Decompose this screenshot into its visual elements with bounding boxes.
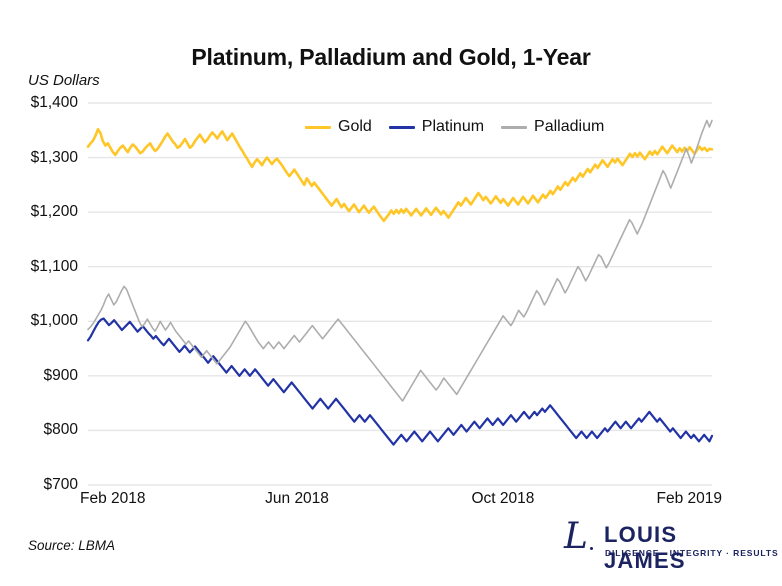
logo-dot-icon bbox=[590, 547, 593, 550]
y-axis-tick-label: $900 bbox=[43, 366, 78, 384]
legend-item-palladium[interactable]: Palladium bbox=[501, 118, 604, 136]
legend-item-platinum[interactable]: Platinum bbox=[388, 118, 485, 136]
y-axis-tick-label: $1,400 bbox=[30, 94, 78, 111]
y-axis-tick-label: $1,000 bbox=[30, 312, 78, 330]
x-axis-tick-label: Feb 2018 bbox=[80, 490, 146, 507]
series-line-gold bbox=[86, 127, 714, 223]
legend-swatch-icon bbox=[305, 125, 331, 129]
legend-label: Palladium bbox=[534, 118, 605, 135]
legend-label: Gold bbox=[338, 118, 372, 135]
chart-canvas bbox=[86, 102, 714, 486]
plot-area bbox=[86, 102, 714, 486]
y-axis-tick-label: $1,100 bbox=[30, 257, 78, 275]
logo-tagline: DILIGENCE · INTEGRITY · RESULTS bbox=[605, 548, 779, 558]
y-axis-unit-label: US Dollars bbox=[28, 72, 100, 89]
legend-swatch-icon bbox=[388, 125, 415, 129]
brand-logo: L LOUIS JAMES DILIGENCE · INTEGRITY · RE… bbox=[560, 516, 778, 574]
x-axis-tick-label: Jun 2018 bbox=[265, 490, 329, 507]
legend-item-gold[interactable]: Gold bbox=[305, 118, 372, 136]
y-axis-tick-label: $700 bbox=[43, 476, 78, 493]
x-axis-tick-label: Oct 2018 bbox=[471, 490, 535, 507]
chart-legend: Gold Platinum Palladium bbox=[305, 118, 604, 136]
y-axis-tick-label: $1,300 bbox=[30, 148, 78, 166]
legend-swatch-icon bbox=[501, 125, 528, 129]
series-line-platinum bbox=[86, 317, 714, 446]
source-note: Source: LBMA bbox=[28, 538, 116, 553]
logo-script-letter-icon: L bbox=[564, 516, 588, 557]
page-title: Platinum, Palladium and Gold, 1-Year bbox=[191, 44, 591, 70]
x-axis-tick-label: Feb 2019 bbox=[656, 490, 723, 507]
y-axis-tick-label: $800 bbox=[43, 421, 78, 439]
logo-wordmark: LOUIS JAMES bbox=[604, 522, 686, 573]
y-axis-tick-label: $1,200 bbox=[30, 203, 78, 221]
series-line-palladium bbox=[87, 119, 713, 402]
legend-label: Platinum bbox=[421, 118, 485, 135]
